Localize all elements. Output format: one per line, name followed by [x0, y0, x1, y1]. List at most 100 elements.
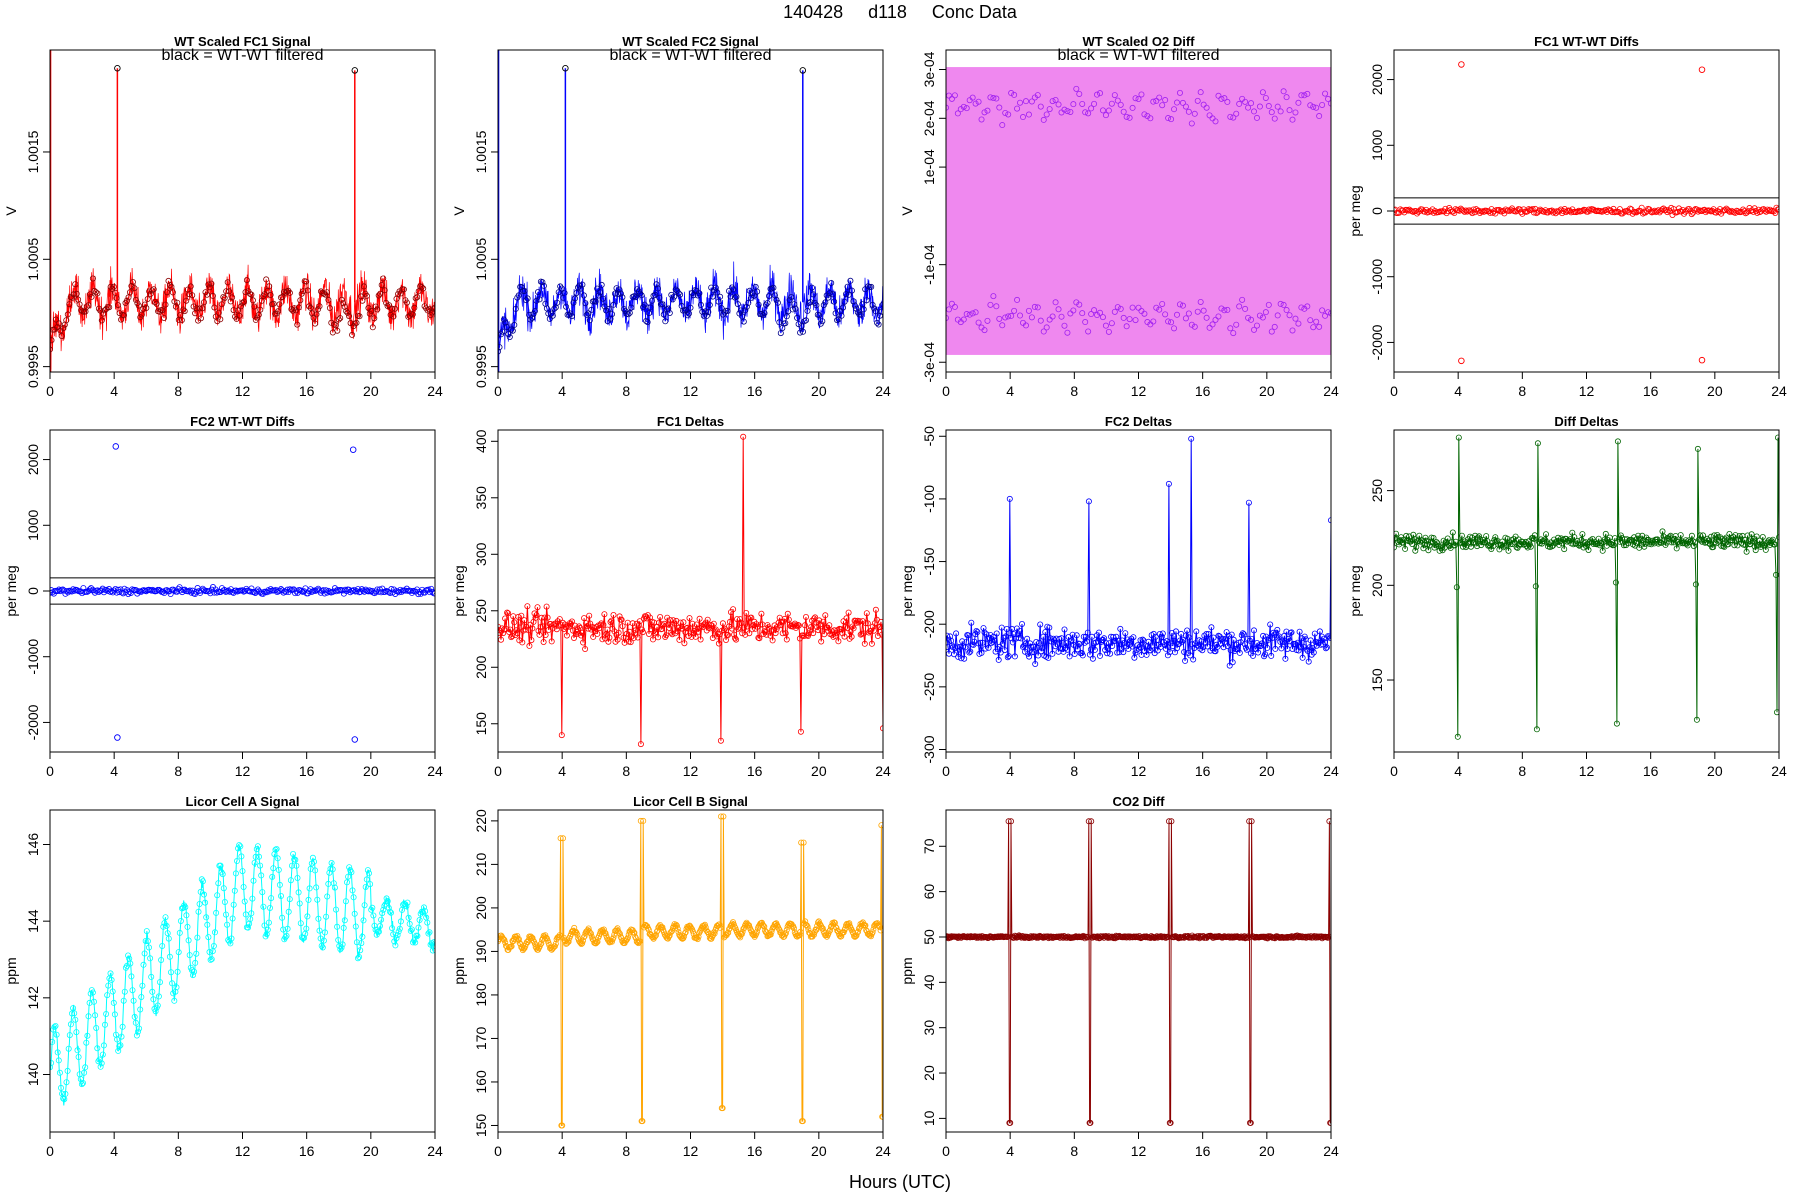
data-point [1123, 113, 1130, 120]
data-point [240, 884, 247, 891]
data-point [725, 623, 732, 630]
data-point [953, 630, 960, 637]
y-axis-label: ppm [451, 957, 467, 984]
data-point [521, 287, 528, 294]
data-point [668, 928, 675, 935]
data-point [595, 292, 602, 299]
data-point [127, 960, 134, 967]
data-point [645, 630, 652, 637]
data-point [69, 294, 76, 301]
x-tick-label: 0 [494, 383, 502, 399]
data-point [848, 633, 855, 640]
data-point [733, 293, 740, 300]
data-point [1299, 654, 1306, 661]
data-point [668, 629, 675, 636]
data-point [195, 908, 202, 915]
data-point [86, 999, 93, 1006]
data-point [1085, 818, 1092, 825]
data-point [106, 304, 113, 311]
data-point [656, 294, 663, 301]
data-point [685, 632, 692, 639]
chart-annotation: black = WT-WT filtered [162, 47, 324, 64]
data-point [559, 1122, 566, 1129]
data-point [651, 630, 658, 637]
data-point [695, 628, 702, 635]
x-tick-label: 4 [1006, 763, 1014, 779]
data-point [577, 624, 584, 631]
data-point [566, 311, 573, 318]
data-point [109, 988, 116, 995]
data-point [1396, 541, 1403, 548]
data-point [1248, 636, 1255, 643]
data-point [1139, 636, 1146, 643]
data-point [207, 956, 214, 963]
data-point [832, 310, 839, 317]
data-point [1124, 636, 1131, 643]
data-point [1165, 115, 1172, 122]
data-point [772, 630, 779, 637]
data-point [405, 313, 412, 320]
data-point [1524, 544, 1531, 551]
data-point [1525, 206, 1532, 213]
data-point [682, 929, 689, 936]
data-point [1049, 313, 1056, 320]
data-point [1326, 633, 1331, 640]
data-point [715, 640, 722, 647]
data-point [207, 590, 214, 597]
data-point [1248, 316, 1255, 323]
data-point [110, 283, 117, 290]
title-run-id: 140428 [783, 2, 844, 22]
data-point [734, 301, 741, 308]
data-point [999, 122, 1006, 129]
data-point [149, 988, 156, 995]
data-point [647, 625, 654, 632]
outlier-point [351, 736, 359, 743]
data-point [55, 1057, 62, 1064]
data-point [735, 625, 742, 632]
data-point [1413, 543, 1420, 550]
outlier-point [1458, 357, 1465, 365]
data-point [312, 867, 319, 874]
data-point [1136, 643, 1143, 650]
data-point [704, 616, 711, 623]
data-point [222, 911, 229, 918]
chart-title: Diff Deltas [1554, 414, 1618, 429]
data-point [756, 635, 763, 642]
data-point [174, 299, 181, 306]
data-point [1228, 631, 1235, 638]
data-point [1202, 639, 1209, 646]
data-point [542, 932, 549, 939]
data-point [1005, 111, 1012, 118]
data-point [239, 868, 246, 875]
data-point [276, 881, 283, 888]
data-point [343, 308, 350, 315]
data-point [1768, 538, 1775, 545]
y-axis-label: ppm [3, 957, 19, 984]
data-point [1612, 579, 1619, 586]
x-tick-label: 0 [942, 1143, 950, 1159]
data-point [366, 310, 373, 317]
data-point [582, 645, 589, 652]
data-point [1611, 535, 1618, 542]
data-point [387, 909, 394, 916]
data-point [50, 337, 55, 344]
data-point [856, 618, 863, 625]
data-point [663, 934, 670, 941]
data-point [799, 1118, 806, 1125]
data-point [1043, 111, 1050, 118]
data-point [719, 1105, 726, 1112]
data-point [1156, 94, 1163, 101]
plot-area [946, 67, 1331, 355]
data-point [203, 291, 210, 298]
data-point [129, 278, 136, 285]
data-point [98, 317, 105, 324]
data-point [1114, 97, 1121, 104]
x-tick-label: 20 [1707, 763, 1723, 779]
data-point [1260, 632, 1267, 639]
data-point [349, 887, 356, 894]
data-point [95, 1058, 102, 1065]
plot-frame [1393, 429, 1780, 753]
data-point [380, 906, 387, 913]
x-tick-label: 24 [1323, 1143, 1339, 1159]
